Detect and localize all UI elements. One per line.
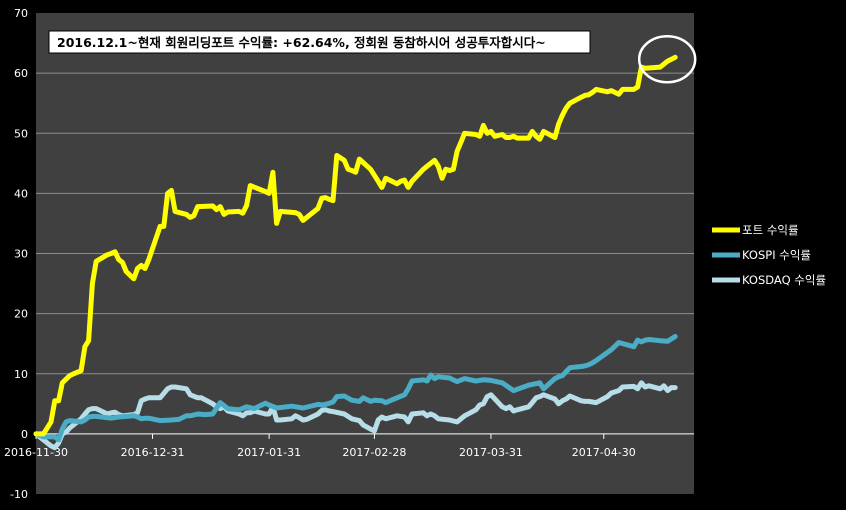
- x-tick-label: 2017-01-31: [237, 446, 301, 459]
- y-tick-label: 40: [14, 187, 28, 200]
- legend-label: KOSPI 수익률: [742, 248, 811, 262]
- y-axis-ticks: -10 0 10 20 30 40 50 60 70: [10, 7, 28, 501]
- y-tick-label: 20: [14, 308, 28, 321]
- x-axis-ticks: 2016-11-30 2016-12-31 2017-01-31 2017-02-28…: [4, 433, 636, 459]
- x-tick-label: 2017-04-30: [572, 446, 636, 459]
- annotation-layer: [637, 35, 697, 84]
- y-tick-label: 50: [14, 127, 28, 140]
- series-line-0: [33, 54, 678, 437]
- legend-label: KOSDAQ 수익률: [742, 273, 826, 287]
- x-tick-label: 2017-03-31: [459, 446, 523, 459]
- chart-title: 2016.12.1~현재 회원리딩포트 수익률: +62.64%, 정회원 동참…: [57, 35, 546, 50]
- y-tick-label: 70: [14, 7, 28, 20]
- y-tick-label: 30: [14, 248, 28, 261]
- x-tick-label: 2016-11-30: [4, 446, 68, 459]
- y-tick-label: 60: [14, 67, 28, 80]
- series-line-1: [33, 334, 678, 443]
- legend: 포트 수익률 KOSPI 수익률 KOSDAQ 수익률: [712, 223, 826, 287]
- y-tick-label: 10: [14, 368, 28, 381]
- series-lines: [33, 54, 678, 451]
- series-line-2: [33, 380, 678, 451]
- annotation-ellipse: [637, 35, 697, 84]
- x-tick-label: 2017-02-28: [342, 446, 406, 459]
- x-tick-label: 2016-12-31: [121, 446, 185, 459]
- grid-lines: [36, 72, 694, 435]
- legend-label: 포트 수익률: [742, 223, 799, 237]
- y-tick-label: -10: [10, 488, 28, 501]
- chart-title-box: 2016.12.1~현재 회원리딩포트 수익률: +62.64%, 정회원 동참…: [48, 30, 591, 54]
- y-tick-label: 0: [21, 428, 28, 441]
